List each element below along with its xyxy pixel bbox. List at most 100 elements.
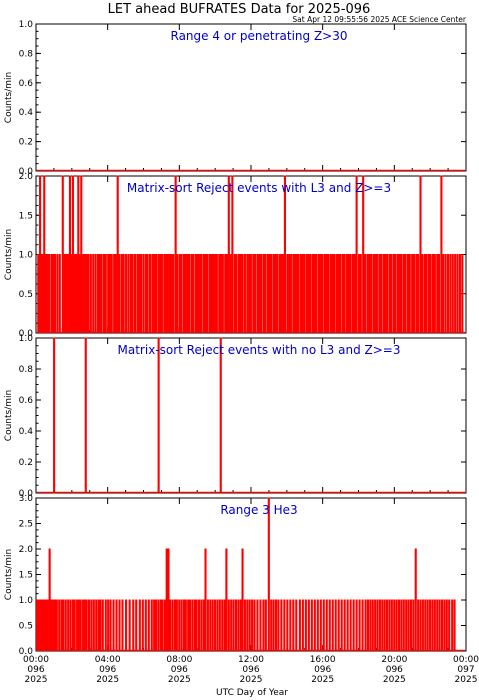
xtick-label-year: 2025 <box>383 675 406 685</box>
panel-2-spike-137 <box>307 253 310 333</box>
panel-4-spike-46 <box>144 599 147 651</box>
panel-4-spike-100 <box>270 599 273 651</box>
panel-2-spike-26 <box>83 253 86 333</box>
panel-4-spike-108 <box>292 599 295 651</box>
panel-2-spike-105 <box>243 253 246 333</box>
panel-4-spike-121 <box>331 599 334 651</box>
panel-4-spike-164 <box>440 599 444 651</box>
panel-4-spike-165 <box>443 599 446 651</box>
panel-2-spike-143 <box>319 253 322 333</box>
panel-2-spike-18 <box>70 253 73 333</box>
panel-2-spike-164 <box>362 175 365 333</box>
panel-4-spike-166 <box>445 599 448 651</box>
panel-2-spike-74 <box>182 253 186 333</box>
panel-4-spike-12 <box>58 599 61 651</box>
panel-2-spike-71 <box>176 253 179 333</box>
panel-2-spike-150 <box>333 253 336 333</box>
panel-2-spike-79 <box>192 253 195 333</box>
panel-4-spike-130 <box>358 599 361 651</box>
panel-4-spike-48 <box>150 599 153 651</box>
panel-1-ytick-label: 0.4 <box>19 108 34 118</box>
panel-4-spike-125 <box>343 599 346 651</box>
panel-4-spike-90 <box>243 599 246 651</box>
panel-2-spike-49 <box>131 253 134 333</box>
panel-2-spike-198 <box>432 253 435 333</box>
panel-2-spike-92 <box>218 253 221 333</box>
panel-2-spike-33 <box>98 253 101 333</box>
panel-4-spike-153 <box>414 548 417 651</box>
panel-2-spike-157 <box>347 253 350 333</box>
panel-2-spike-184 <box>402 253 405 333</box>
panel-4-ytick-label: 0.5 <box>19 622 33 632</box>
panel-4-spike-59 <box>174 599 177 651</box>
panel-4-spike-21 <box>77 599 80 651</box>
panel-2-spike-57 <box>148 253 152 333</box>
panel-3-ytick-label: 0.6 <box>19 396 34 406</box>
panel-4-spike-85 <box>232 599 235 651</box>
panel-4-spike-9 <box>52 599 55 651</box>
panel-4-spike-106 <box>286 599 289 651</box>
panel-2-spike-193 <box>421 253 424 333</box>
panel-4-spike-41 <box>128 599 131 651</box>
panel-4-spike-0 <box>36 599 39 651</box>
panel-2-spike-136 <box>305 253 309 333</box>
panel-4-spike-114 <box>310 599 313 651</box>
panel-4-spike-162 <box>436 599 439 651</box>
panel-2-spike-86 <box>206 253 209 333</box>
panel-2-spike-133 <box>300 253 303 333</box>
panel-4-spike-53 <box>161 599 164 651</box>
panel-2-spike-94 <box>221 253 224 333</box>
panel-2-spike-186 <box>406 253 410 333</box>
panel-2-spike-159 <box>351 253 355 333</box>
panel-2-spike-15 <box>65 253 68 333</box>
x-axis-label: UTC Day of Year <box>216 688 288 698</box>
panel-3-title: Matrix-sort Reject events with no L3 and… <box>118 343 401 357</box>
panel-2-spike-175 <box>384 253 387 333</box>
panel-2-spike-89 <box>212 253 215 333</box>
panel-4-spike-45 <box>141 599 144 651</box>
panel-4-spike-7 <box>48 548 51 651</box>
panel-2-spike-60 <box>154 253 157 333</box>
panel-4-spike-104 <box>280 599 283 651</box>
panel-4-spike-143 <box>390 599 393 651</box>
panel-1-frame <box>35 23 467 172</box>
panel-2-spike-29 <box>89 253 92 333</box>
panel-2-spike-130 <box>294 253 297 333</box>
panel-2-spike-148 <box>329 253 332 333</box>
panel-2-spike-171 <box>375 253 378 333</box>
panel-2-spike-67 <box>168 253 171 333</box>
xtick-label-day: 096 <box>171 665 188 675</box>
panel-1-title: Range 4 or penetrating Z>30 <box>171 29 348 43</box>
panel-2-spike-24 <box>80 175 83 333</box>
panel-2-spike-192 <box>419 175 422 333</box>
panel-2-spike-185 <box>404 253 407 333</box>
panel-4-ytick-label: 2.5 <box>19 520 33 530</box>
panel-4-spike-152 <box>412 599 415 651</box>
panel-2-spike-163 <box>359 253 362 333</box>
panel-2-spike-45 <box>122 253 125 333</box>
panel-2-spike-126 <box>286 253 289 333</box>
panel-4-spike-76 <box>211 599 214 651</box>
panel-2-spike-12 <box>58 253 61 333</box>
panel-2-spike-0 <box>37 253 40 333</box>
panel-2-spike-14 <box>63 253 66 333</box>
panel-2-spike-99 <box>231 175 234 333</box>
panel-2-spike-116 <box>266 253 269 333</box>
panel-2-spike-146 <box>325 253 328 333</box>
panel-2-spike-127 <box>288 253 291 333</box>
panel-2-spike-128 <box>289 253 292 333</box>
panel-2-spike-65 <box>165 253 168 333</box>
panel-2-ytick-label: 0.0 <box>19 329 34 339</box>
panel-4-spike-97 <box>262 599 265 651</box>
panel-2-spike-209 <box>456 253 459 333</box>
panel-2-spike-90 <box>214 253 217 333</box>
panel-4-spike-137 <box>376 599 379 651</box>
panel-4-spike-133 <box>366 599 370 651</box>
xtick-label-year: 2025 <box>311 675 334 685</box>
panel-1-ytick-label: 0.6 <box>19 79 34 89</box>
panel-2-spike-16 <box>67 253 70 333</box>
panel-2-spike-93 <box>219 253 223 333</box>
panel-2-spike-194 <box>423 253 426 333</box>
xtick-label-time: 20:00 <box>381 655 407 665</box>
